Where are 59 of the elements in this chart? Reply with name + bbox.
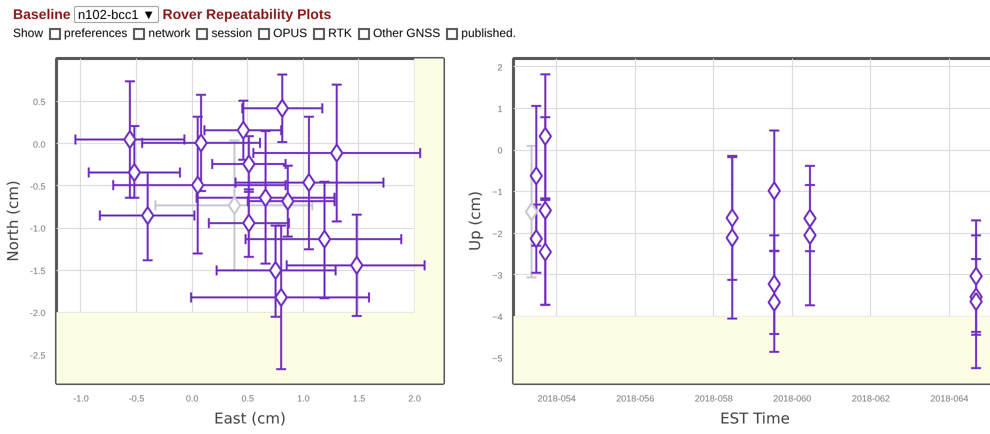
x-axis-title: East (cm) [214, 410, 286, 428]
point [228, 196, 242, 215]
y-tick-label: 0.5 [32, 97, 46, 108]
x-tick-label: 2.0 [408, 394, 421, 404]
y-tick-label: −4 [492, 312, 503, 322]
x-tick-label: -1.0 [73, 394, 89, 404]
x-tick-label: 2018-056 [616, 394, 654, 404]
y-tick-label: −3 [492, 270, 503, 280]
x-tick-label: 2018-062 [852, 394, 890, 404]
text: n102-bcc1 ▼ [74, 6, 160, 23]
text: OPUS [273, 26, 308, 40]
point [268, 260, 282, 280]
y-tick-label: -1.0 [30, 224, 46, 234]
y-tick-label: −5 [492, 354, 503, 364]
point [128, 162, 142, 182]
y-tick-label: −2 [492, 228, 503, 239]
y-axis-title: North (cm) [4, 180, 22, 262]
point [803, 208, 817, 228]
y-tick-label: -2.0 [30, 308, 46, 318]
x-tick-label: 1.0 [297, 394, 310, 404]
x-tick-label: -0.5 [128, 394, 144, 404]
y-tick-label: -2.5 [30, 350, 46, 360]
text: Show [13, 26, 44, 40]
text: published. [461, 26, 516, 40]
point [318, 230, 332, 249]
point [242, 214, 256, 233]
point [194, 133, 208, 152]
point [258, 188, 272, 208]
x-tick-label: 2018-054 [538, 394, 576, 404]
chart-title: Rover Repeatability Plots [162, 6, 332, 22]
point [123, 130, 137, 150]
y-tick-label: 1 [497, 104, 503, 114]
text: Baseline [13, 6, 71, 22]
text: RTK [328, 26, 352, 40]
y-tick-label: 0.0 [32, 139, 46, 150]
y-tick-label: -0.5 [30, 181, 46, 192]
x-tick-label: 0.5 [242, 394, 254, 404]
y-tick-label: 2 [497, 62, 503, 72]
point [969, 266, 983, 286]
y-tick-label: 0 [497, 146, 503, 156]
x-tick-label: 2018-060 [773, 394, 812, 404]
x-tick-label: 1.5 [352, 394, 366, 404]
text: session [211, 26, 252, 40]
x-tick-label: 0.0 [186, 394, 198, 404]
point [969, 292, 983, 312]
y-axis-title: Up (cm) [466, 191, 484, 251]
point [302, 173, 316, 192]
x-tick-label: 2018-058 [694, 394, 733, 404]
x-axis-title: EST Time [720, 410, 790, 428]
point [242, 154, 256, 174]
text: preferences [64, 26, 128, 40]
point [538, 242, 552, 262]
y-tick-label: −1 [492, 187, 503, 198]
y-tick-label: -1.5 [30, 266, 46, 276]
point [803, 226, 817, 245]
x-tick-label: 2018-064 [930, 394, 968, 404]
text: network [148, 26, 190, 40]
point [524, 202, 538, 222]
text: Other GNSS [372, 26, 440, 40]
